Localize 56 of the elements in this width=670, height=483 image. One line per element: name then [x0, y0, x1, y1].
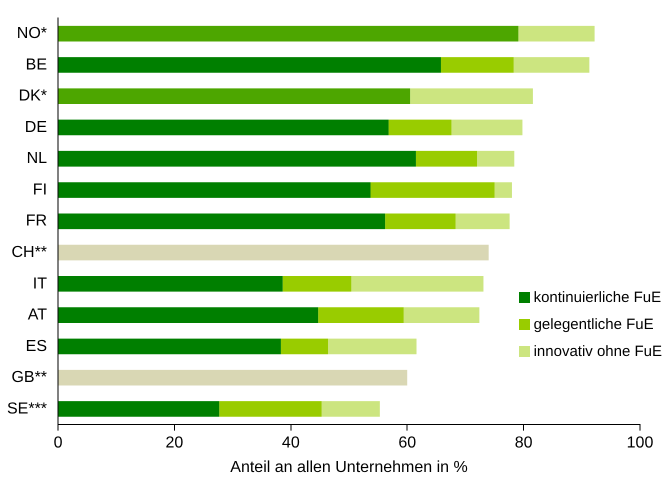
- bar: [351, 276, 484, 292]
- legend-label: gelegentliche FuE: [534, 316, 654, 333]
- bar: [410, 88, 533, 104]
- y-tick-label: SE***: [6, 400, 48, 418]
- y-tick-label: AT: [28, 306, 48, 324]
- x-tick-label: 40: [282, 434, 300, 452]
- bar: [514, 57, 590, 73]
- bar: [58, 26, 518, 42]
- bar: [58, 338, 281, 354]
- y-tick-label: NL: [26, 150, 48, 168]
- x-tick-label: 60: [398, 434, 416, 452]
- y-tick-label: DE: [24, 118, 48, 136]
- bar: [58, 150, 416, 167]
- bar: [58, 307, 318, 323]
- bar: [322, 401, 380, 417]
- y-tick-label: BE: [26, 56, 48, 74]
- bar: [58, 57, 441, 73]
- bar: [328, 338, 417, 354]
- x-tick-label: 20: [166, 434, 184, 452]
- y-tick-label: DK*: [18, 88, 48, 105]
- bar: [370, 182, 495, 198]
- bar: [318, 307, 404, 323]
- legend-label: kontinuierliche FuE: [534, 289, 662, 306]
- bar: [58, 244, 489, 260]
- bar: [58, 120, 389, 136]
- bar: [440, 57, 514, 73]
- bar: [58, 276, 283, 292]
- y-tick-label: CH**: [11, 244, 48, 261]
- bar: [58, 401, 220, 417]
- bar: [282, 276, 352, 292]
- bar: [385, 213, 456, 230]
- y-tick-label: GB**: [11, 369, 48, 386]
- x-axis-title: Anteil an allen Unternehmen in %: [230, 458, 468, 476]
- bar: [219, 401, 322, 417]
- bar: [494, 182, 512, 198]
- bar: [58, 182, 371, 198]
- bar: [477, 150, 514, 167]
- y-tick-label: ES: [26, 338, 48, 355]
- bar: [456, 213, 510, 230]
- y-tick-label: FI: [32, 181, 48, 198]
- x-tick-label: 100: [626, 434, 654, 452]
- bar: [518, 26, 595, 42]
- y-tick-label: IT: [32, 275, 48, 292]
- bar: [58, 213, 386, 230]
- bar: [416, 150, 478, 167]
- x-tick-label: 0: [54, 434, 63, 452]
- bar: [58, 88, 410, 104]
- bar: [451, 120, 522, 136]
- y-tick-label: NO*: [16, 25, 48, 42]
- y-tick-label: FR: [26, 212, 48, 230]
- bar: [58, 370, 408, 386]
- bar: [388, 120, 452, 136]
- x-tick-label: 80: [514, 434, 533, 452]
- bar: [280, 338, 328, 354]
- bar: [404, 307, 480, 323]
- legend-label: innovativ ohne FuE: [534, 343, 662, 360]
